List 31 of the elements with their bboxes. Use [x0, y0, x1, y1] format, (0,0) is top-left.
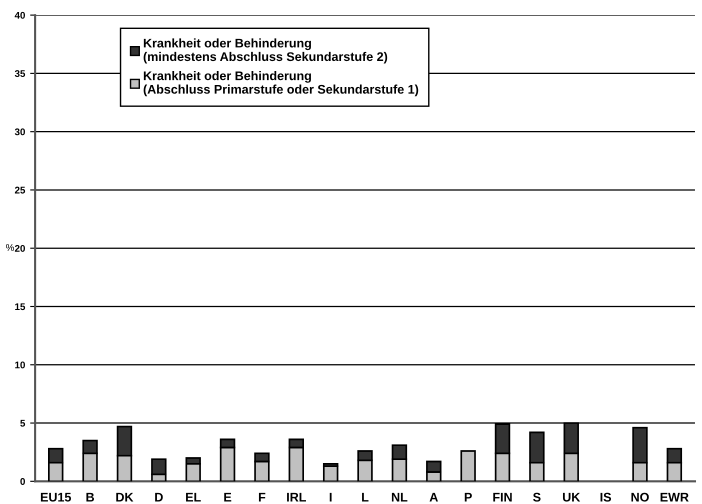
x-tick-label: UK — [562, 492, 580, 502]
x-tick-label: NL — [392, 492, 408, 502]
y-tick-label: 20 — [14, 244, 25, 252]
x-tick-label: FIN — [493, 492, 512, 502]
x-tick-label: IRL — [287, 492, 306, 502]
x-tick-label: EL — [186, 492, 201, 502]
x-tick-label: L — [362, 492, 368, 502]
x-tick-label: A — [430, 492, 438, 502]
x-tick-label: EWR — [660, 492, 689, 502]
y-tick-label: 0 — [20, 478, 25, 485]
x-tick-label: E — [224, 492, 232, 502]
x-tick-label: NO — [631, 492, 649, 502]
x-tick-label: S — [533, 492, 541, 502]
x-tick-label: D — [155, 492, 163, 502]
x-tick-label: I — [330, 492, 332, 502]
y-tick-label: 5 — [20, 420, 26, 427]
x-tick-label: B — [86, 492, 94, 502]
x-tick-label: P — [464, 492, 472, 502]
x-tick-label: F — [258, 492, 266, 502]
y-tick-label: 35 — [14, 70, 26, 78]
x-tick-label: DK — [116, 492, 134, 502]
y-tick-label: 30 — [14, 128, 25, 136]
y-axis-title: % — [6, 244, 14, 251]
y-tick-label: 25 — [14, 186, 26, 194]
y-tick-label: 15 — [15, 303, 26, 310]
legend-label: Krankheit oder Behinderung (Abschluss Primarstufe oder Sekundarstufe 1) — [144, 71, 418, 96]
y-tick-label: 10 — [15, 362, 25, 368]
x-tick-label: EU15 — [40, 492, 72, 502]
x-tick-label: IS — [600, 492, 612, 502]
y-tick-label: 40 — [14, 12, 25, 19]
legend-label: Krankheit oder Behinderung (mindestens Abschluss Sekundarstufe 2) — [144, 38, 388, 64]
